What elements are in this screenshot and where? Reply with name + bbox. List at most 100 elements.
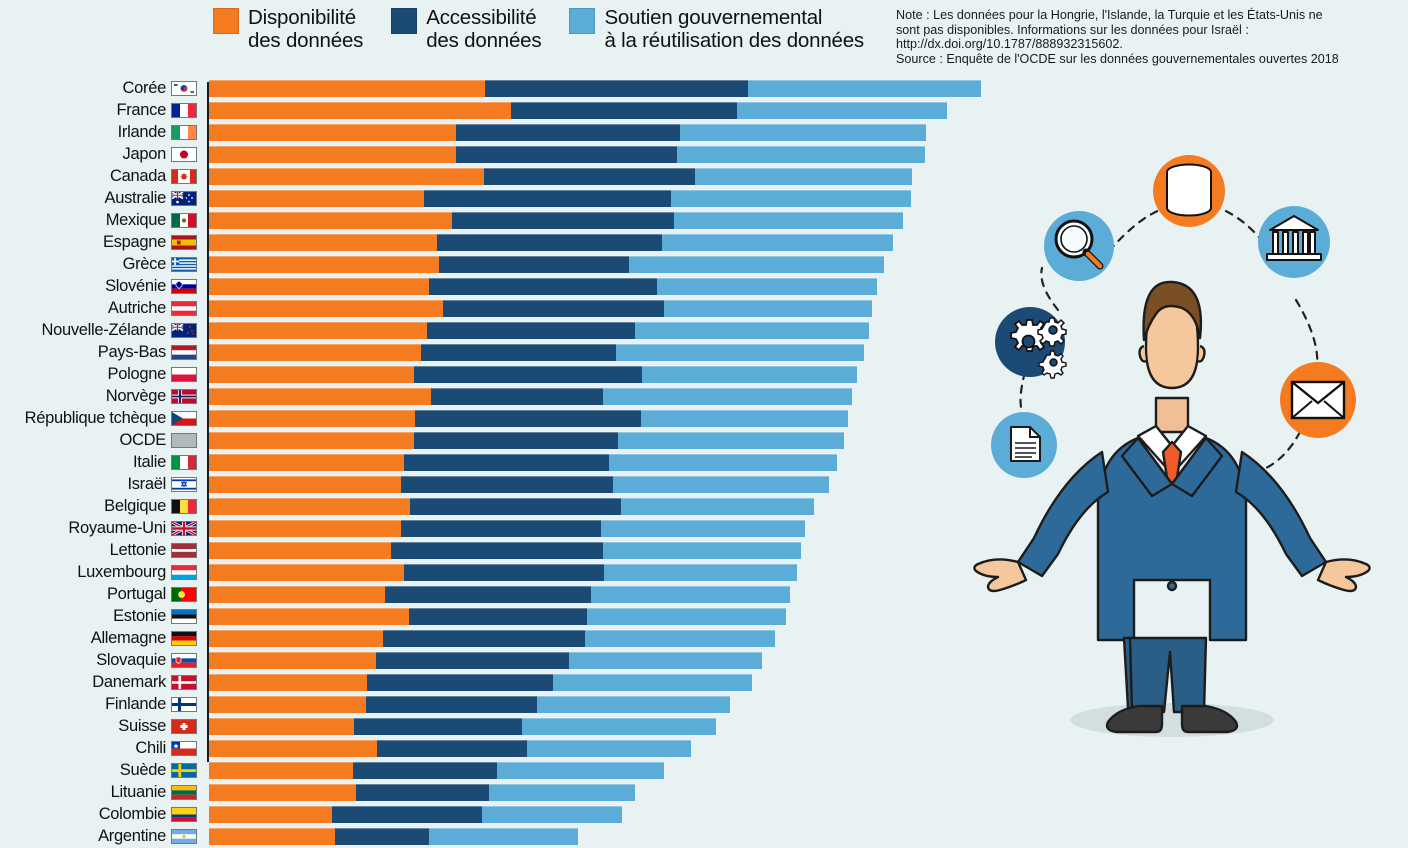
stacked-bar: [209, 652, 762, 669]
country-label: Colombie: [98, 805, 167, 823]
bar-segment-accessibility: [424, 190, 671, 207]
country-label: Portugal: [106, 585, 166, 603]
chart-row: Italie: [0, 452, 1000, 474]
bar-segment-availability: [209, 784, 356, 801]
bar-segment-availability: [209, 146, 456, 163]
chart-row: Grèce: [0, 254, 1000, 276]
chart-row: Espagne: [0, 232, 1000, 254]
stacked-bar: [209, 388, 852, 405]
stacked-bar: [209, 476, 829, 493]
legend-item-2: Accessibilité des données: [391, 6, 542, 52]
country-label: Chili: [135, 739, 166, 757]
stacked-bar: [209, 366, 857, 383]
country-label: Estonie: [113, 607, 166, 625]
country-label: Irlande: [117, 123, 167, 141]
bar-segment-support: [680, 124, 926, 141]
bar-segment-support: [603, 542, 801, 559]
bank-icon: [1258, 206, 1330, 278]
stacked-bar: [209, 432, 844, 449]
bar-segment-availability: [209, 718, 354, 735]
chart-row: France: [0, 100, 1000, 122]
country-label: Pays-Bas: [97, 343, 167, 361]
flag-icon-ch: [171, 719, 197, 734]
bar-segment-accessibility: [366, 696, 537, 713]
bar-segment-availability: [209, 608, 409, 625]
chart-legend: Disponibilité des données Accessibilité d…: [213, 6, 864, 52]
bar-segment-availability: [209, 674, 367, 691]
stacked-bar: [209, 300, 872, 317]
country-label: Autriche: [107, 299, 166, 317]
bar-segment-support: [748, 80, 981, 97]
bar-segment-support: [662, 234, 893, 251]
bar-segment-accessibility: [439, 256, 629, 273]
chart-row: Autriche: [0, 298, 1000, 320]
flag-icon-cl: [171, 741, 197, 756]
country-label: Nouvelle-Zélande: [41, 321, 166, 339]
country-label: Lituanie: [110, 783, 167, 801]
flag-icon-ar: [171, 829, 197, 844]
flag-icon-gb: [171, 521, 197, 536]
country-label: Israël: [127, 475, 166, 493]
stacked-bar: [209, 718, 716, 735]
legend-item-label: Disponibilité des données: [248, 6, 364, 52]
country-label: Italie: [132, 453, 166, 471]
bar-segment-accessibility: [456, 146, 677, 163]
flag-icon-il: [171, 477, 197, 492]
chart-row: Canada: [0, 166, 1000, 188]
country-label: Espagne: [102, 233, 166, 251]
flag-icon-ca: [171, 169, 197, 184]
country-label: OCDE: [119, 431, 167, 449]
chart-row: Estonie: [0, 606, 1000, 628]
bar-segment-availability: [209, 410, 415, 427]
stacked-bar: [209, 410, 848, 427]
bar-segment-accessibility: [437, 234, 662, 251]
flag-icon-ee: [171, 609, 197, 624]
stacked-bar: [209, 740, 691, 757]
bar-segment-accessibility: [427, 322, 635, 339]
bar-segment-accessibility: [391, 542, 603, 559]
bar-segment-availability: [209, 234, 437, 251]
stacked-bar: [209, 520, 805, 537]
flag-icon-fr: [171, 103, 197, 118]
bar-segment-availability: [209, 828, 335, 845]
bar-segment-support: [527, 740, 691, 757]
bar-segment-availability: [209, 586, 385, 603]
bar-segment-availability: [209, 630, 383, 647]
bar-segment-availability: [209, 740, 377, 757]
chart-row: Pologne: [0, 364, 1000, 386]
stacked-bar: [209, 278, 877, 295]
country-label: Finlande: [105, 695, 166, 713]
stacked-bar: [209, 124, 926, 141]
businessman-figure: [973, 280, 1371, 734]
bar-segment-availability: [209, 388, 431, 405]
bar-segment-availability: [209, 300, 443, 317]
bar-segment-support: [585, 630, 775, 647]
flag-icon-si: [171, 279, 197, 294]
bar-segment-accessibility: [404, 564, 604, 581]
bar-segment-accessibility: [511, 102, 737, 119]
flag-icon-oecd: [171, 433, 197, 448]
bar-segment-accessibility: [414, 366, 642, 383]
chart-row: Australie: [0, 188, 1000, 210]
bar-segment-accessibility: [443, 300, 664, 317]
chart-row: Allemagne: [0, 628, 1000, 650]
country-label: Luxembourg: [77, 563, 166, 581]
country-label: Slovénie: [105, 277, 166, 295]
flag-icon-sk: [171, 653, 197, 668]
bar-segment-accessibility: [332, 806, 482, 823]
search-icon: [1044, 211, 1114, 281]
flag-icon-es: [171, 235, 197, 250]
country-label: République tchèque: [24, 409, 167, 427]
flag-icon-at: [171, 301, 197, 316]
flag-icon-gr: [171, 257, 197, 272]
legend-swatch-lightblue: [569, 8, 596, 34]
bar-segment-support: [482, 806, 622, 823]
country-label: Norvège: [105, 387, 167, 405]
chart-row: Chili: [0, 738, 1000, 760]
bar-segment-accessibility: [383, 630, 585, 647]
stacked-bar: [209, 146, 925, 163]
chart-row: Argentine: [0, 826, 1000, 848]
bar-segment-availability: [209, 212, 452, 229]
bar-segment-support: [591, 586, 790, 603]
legend-item-3: Soutien gouvernemental à la réutilisatio…: [569, 6, 864, 52]
